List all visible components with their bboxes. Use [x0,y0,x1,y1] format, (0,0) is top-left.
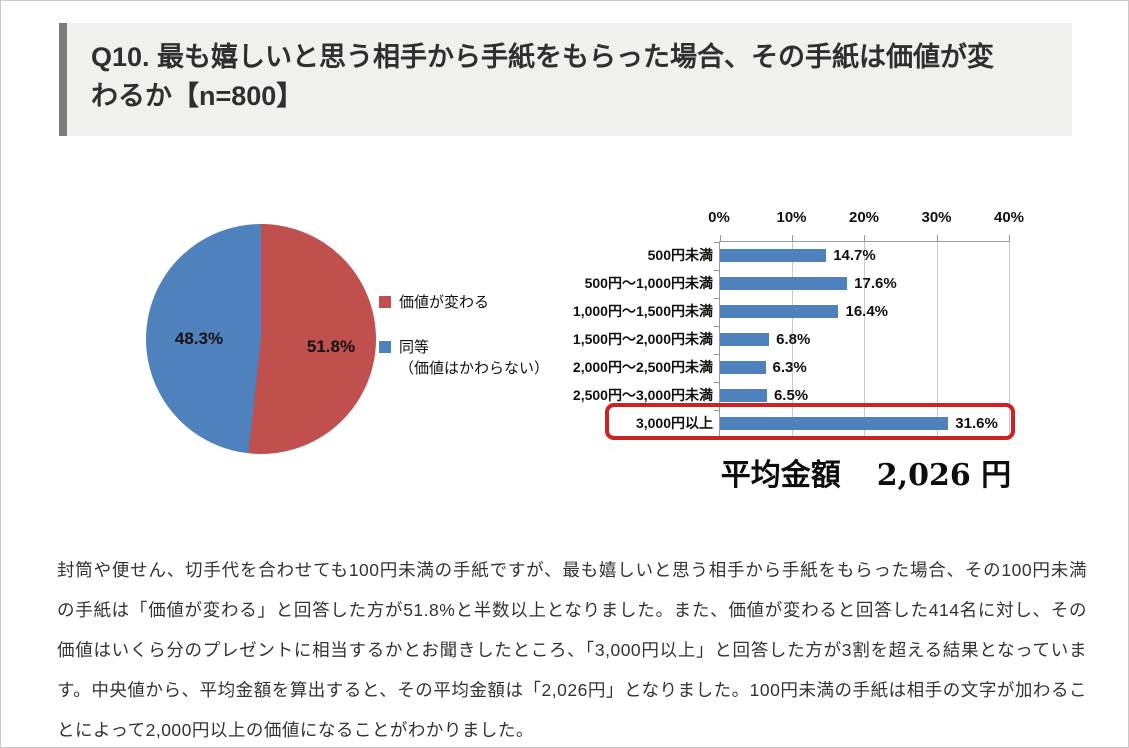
axis-tick [714,382,720,383]
average-amount-label: 平均金額 [720,458,841,493]
bar-row: 14.7% [720,242,1009,270]
bar-axis-labels: 0% 10% 20% 30% 40% [561,201,1027,233]
axis-tick-label: 20% [848,209,880,226]
bar-category-label: 3,000円以上 [635,415,713,431]
axis-tick [791,235,793,242]
axis-tick [864,235,865,242]
average-amount: 平均金額 2,026 円 [701,450,1031,494]
highlight-box [605,403,1015,440]
pie-value-label-changes: 51.8% [306,337,356,356]
pie-legend: 価値が変わる同等 （価値はかわらない） [379,292,579,403]
bar [720,416,949,430]
axis-tick [714,354,720,355]
axis-tick-label: 40% [993,209,1025,226]
bar-value-label: 6.5% [773,386,809,404]
axis-tick [1009,235,1010,242]
bar-value-label: 6.8% [776,331,811,348]
bar [720,249,827,263]
body-text: 封筒や便せん、切手代を合わせても100円未満の手紙ですが、最も嬉しいと思う相手か… [57,560,1087,740]
bar [720,360,766,374]
bar-row: 31.6% [720,409,1009,437]
bar-value-label: 31.6% [955,414,998,432]
bar-row: 6.5% [720,381,1009,409]
bar-value-label: 16.4% [845,303,889,321]
bar-value-label: 6.3% [772,358,807,376]
axis-tick-label: 30% [921,209,952,226]
bar-value-label: 14.7% [833,247,876,265]
bar-category-labels: 500円未満 500円～1,000円未満 1,000円～1,500円未満 1,500円… [561,241,713,437]
axis-tick [714,298,720,299]
axis-tick [714,270,720,271]
gridline [864,242,865,437]
bar-row: 16.4% [720,298,1009,326]
question-title: Q10. 最も嬉しいと思う相手から手紙をもらった場合、その手紙は価値が変わるか【… [91,42,995,111]
bar-category-label: 1,000円～1,500円未満 [572,303,713,319]
legend-label: 価値が変わる [399,294,490,311]
axis-tick-label: 10% [776,209,807,226]
bar-category-label: 2,500円～3,000円未満 [572,387,713,403]
bar [720,305,839,319]
question-header: Q10. 最も嬉しいと思う相手から手紙をもらった場合、その手紙は価値が変わるか【… [59,23,1072,136]
legend-label: 同等 （価値はかわらない） [399,339,550,377]
bar-category-label: 500円未満 [647,247,713,263]
bar-category-label: 500円～1,000円未満 [584,275,713,291]
bar-category-label: 1,500円～2,000円未満 [572,331,713,347]
bar-row: 6.3% [720,353,1009,381]
axis-tick [936,235,938,242]
axis-tick [714,410,720,411]
bar [720,388,767,402]
bar [720,277,848,291]
pie-value-label-same: 48.3% [174,329,224,348]
bar-value-label: 17.6% [854,275,897,293]
legend-swatch-icon [379,341,391,353]
legend-swatch-icon [379,296,391,308]
gridline [936,242,938,437]
bar-rows: 14.7% 17.6% 16.4% 6.8% 6.3% 6.5% 31.6% [720,242,1009,437]
gridline [1009,242,1010,437]
axis-tick [714,242,720,243]
gridline [791,242,793,437]
legend-item: 価値が変わる [379,292,579,313]
bar-row: 6.8% [720,326,1009,354]
pie-graphic [146,224,376,454]
bar [720,333,770,346]
bar-plot: 14.7% 17.6% 16.4% 6.8% 6.3% 6.5% 31.6% [714,235,1010,439]
axis-tick-label: 0% [708,209,730,226]
bar-row: 17.6% [720,270,1009,298]
bar-category-label: 2,000円～2,500円未満 [572,359,713,375]
bar-chart: 0% 10% 20% 30% 40% 500円未満 500円～1,000円未満 1,000円… [561,201,1027,451]
axis-tick [714,326,720,327]
average-amount-value: 2,026 円 [876,458,1012,493]
legend-item: 同等 （価値はかわらない） [379,337,579,379]
axis-tick [720,235,721,242]
